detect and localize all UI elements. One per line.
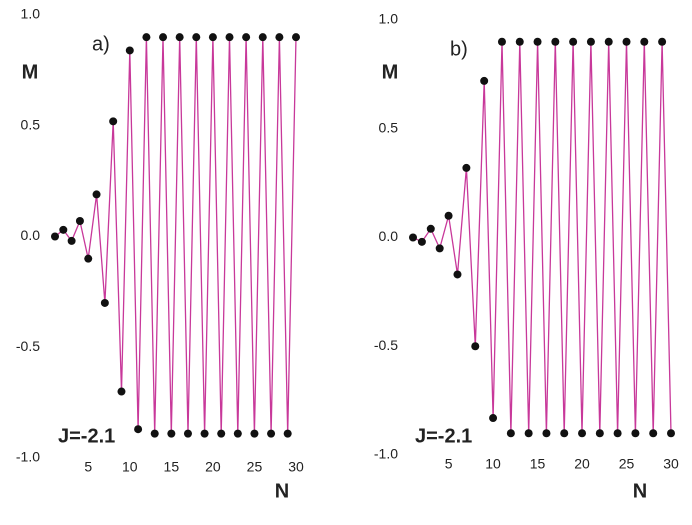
data-point xyxy=(542,429,551,438)
x-tick-label: 10 xyxy=(122,459,138,475)
data-point xyxy=(208,33,217,42)
data-point xyxy=(658,37,667,46)
y-tick-label: 1.0 xyxy=(379,11,399,27)
data-point xyxy=(283,429,292,438)
y-tick-label: 0.0 xyxy=(379,228,399,244)
data-point xyxy=(649,429,658,438)
y-axis-label: M xyxy=(22,61,39,83)
data-point xyxy=(604,37,613,46)
data-point xyxy=(551,37,560,46)
x-tick-label: 15 xyxy=(530,456,546,472)
data-point xyxy=(631,429,640,438)
panel-label: a) xyxy=(92,33,110,55)
data-point xyxy=(667,429,675,438)
data-point xyxy=(506,429,515,438)
y-tick-label: -0.5 xyxy=(16,338,40,354)
data-line xyxy=(412,41,672,434)
y-axis-label: M xyxy=(382,61,399,83)
data-point xyxy=(417,237,426,246)
data-point xyxy=(569,37,578,46)
y-tick-label: -1.0 xyxy=(16,449,40,465)
data-point xyxy=(67,236,76,245)
data-point xyxy=(453,270,462,279)
data-point xyxy=(613,429,622,438)
data-point xyxy=(471,342,480,351)
data-point xyxy=(292,33,300,42)
data-point xyxy=(462,163,471,172)
data-point xyxy=(560,429,569,438)
data-point xyxy=(167,429,176,438)
y-tick-label: 0.5 xyxy=(379,119,399,135)
data-point xyxy=(444,211,453,220)
data-point xyxy=(640,37,649,46)
data-point xyxy=(134,425,143,434)
data-point xyxy=(242,33,251,42)
data-line xyxy=(54,37,297,434)
data-point xyxy=(59,225,68,234)
data-point xyxy=(117,387,126,396)
data-point xyxy=(159,33,168,42)
parameter-label: J=-2.1 xyxy=(58,425,115,447)
data-point xyxy=(100,298,109,307)
data-point xyxy=(595,429,604,438)
x-tick-label: 20 xyxy=(205,459,221,475)
data-point xyxy=(175,33,184,42)
y-tick-label: 0.0 xyxy=(21,227,41,243)
x-tick-label: 10 xyxy=(485,456,501,472)
data-point xyxy=(192,33,201,42)
data-point xyxy=(84,254,93,263)
data-point xyxy=(622,37,631,46)
data-point xyxy=(92,190,101,199)
x-tick-label: 30 xyxy=(288,459,304,475)
data-point xyxy=(233,429,242,438)
data-point xyxy=(409,233,417,242)
panel-label: b) xyxy=(450,38,468,60)
data-point xyxy=(75,216,84,225)
y-tick-label: -1.0 xyxy=(374,446,398,462)
x-axis-label: N xyxy=(275,480,289,502)
data-point xyxy=(489,414,498,423)
data-point xyxy=(497,37,506,46)
data-point xyxy=(275,33,284,42)
data-point xyxy=(109,117,118,126)
data-point xyxy=(586,37,595,46)
x-tick-label: 5 xyxy=(84,459,92,475)
data-point xyxy=(142,33,151,42)
x-tick-label: 25 xyxy=(247,459,263,475)
data-point xyxy=(51,232,59,241)
data-point xyxy=(524,429,533,438)
y-tick-label: 1.0 xyxy=(21,6,41,22)
data-point xyxy=(125,46,134,55)
data-point xyxy=(183,429,192,438)
data-point xyxy=(578,429,587,438)
data-point xyxy=(480,76,489,85)
data-point xyxy=(426,224,435,233)
data-point xyxy=(150,429,159,438)
y-tick-label: 0.5 xyxy=(21,116,41,132)
data-point xyxy=(435,244,444,253)
x-tick-label: 15 xyxy=(164,459,180,475)
y-tick-label: -0.5 xyxy=(374,337,398,353)
x-tick-label: 25 xyxy=(619,456,635,472)
data-point xyxy=(258,33,267,42)
data-point xyxy=(217,429,226,438)
data-point xyxy=(250,429,259,438)
data-point xyxy=(533,37,542,46)
x-tick-label: 30 xyxy=(663,456,679,472)
x-axis-label: N xyxy=(633,480,647,502)
parameter-label: J=-2.1 xyxy=(415,425,472,447)
data-point xyxy=(267,429,276,438)
data-point xyxy=(225,33,234,42)
x-tick-label: 5 xyxy=(445,456,453,472)
data-point xyxy=(200,429,209,438)
data-point xyxy=(515,37,524,46)
x-tick-label: 20 xyxy=(574,456,590,472)
